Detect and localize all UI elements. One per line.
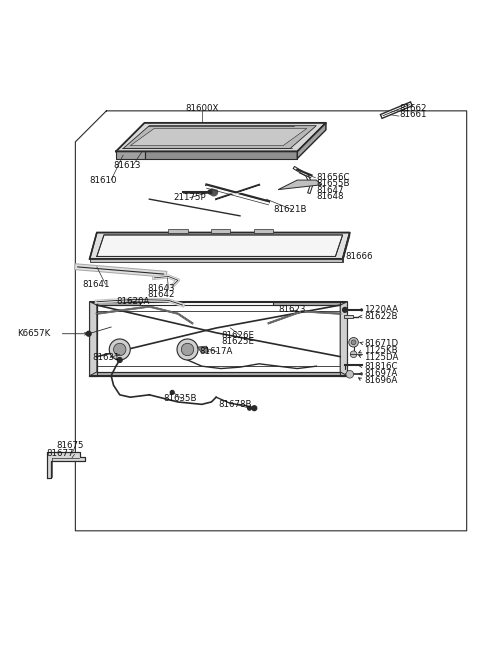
Polygon shape	[278, 180, 321, 190]
Text: 81620A: 81620A	[116, 297, 149, 306]
Circle shape	[252, 406, 257, 411]
Text: 21175P: 21175P	[173, 194, 206, 202]
Text: 81816C: 81816C	[364, 361, 397, 371]
Polygon shape	[130, 129, 307, 146]
Polygon shape	[197, 346, 209, 353]
Text: 81675: 81675	[56, 441, 84, 451]
Text: 81648: 81648	[316, 192, 344, 201]
Polygon shape	[123, 126, 316, 148]
Text: 1125DA: 1125DA	[364, 353, 398, 361]
Text: 81613: 81613	[114, 161, 141, 171]
Text: 81655B: 81655B	[316, 179, 350, 188]
Polygon shape	[90, 302, 140, 305]
Circle shape	[351, 340, 356, 344]
Circle shape	[177, 339, 198, 360]
Text: 81697A: 81697A	[364, 369, 397, 379]
Text: 81610: 81610	[90, 176, 117, 184]
Circle shape	[349, 338, 359, 347]
Circle shape	[350, 351, 357, 358]
Text: 81696A: 81696A	[364, 376, 397, 385]
Text: 81661: 81661	[400, 110, 427, 119]
Polygon shape	[90, 302, 97, 376]
Text: 81678B: 81678B	[218, 400, 252, 409]
Text: 81626E: 81626E	[221, 331, 254, 340]
Text: 81647: 81647	[316, 186, 344, 195]
Polygon shape	[47, 452, 85, 478]
Circle shape	[170, 390, 174, 394]
Circle shape	[343, 308, 348, 312]
Polygon shape	[297, 123, 326, 159]
Polygon shape	[90, 233, 350, 259]
Text: 81622B: 81622B	[364, 312, 397, 321]
Polygon shape	[116, 123, 326, 152]
Circle shape	[210, 188, 217, 195]
Polygon shape	[144, 152, 297, 159]
Polygon shape	[254, 229, 274, 233]
Circle shape	[86, 331, 91, 336]
Circle shape	[109, 339, 130, 360]
Text: 81656C: 81656C	[316, 173, 350, 182]
Text: 81635B: 81635B	[164, 394, 197, 403]
Text: 81641: 81641	[83, 279, 110, 289]
Text: 81631: 81631	[92, 353, 120, 362]
Text: 81600X: 81600X	[185, 104, 218, 113]
Circle shape	[114, 343, 126, 356]
Text: 81623: 81623	[278, 305, 306, 314]
Polygon shape	[97, 235, 343, 256]
Bar	[344, 315, 353, 318]
Text: 81642: 81642	[147, 290, 174, 299]
Text: 81666: 81666	[345, 252, 372, 261]
Text: 1220AA: 1220AA	[364, 305, 398, 314]
Polygon shape	[340, 302, 348, 376]
Polygon shape	[340, 302, 348, 376]
Text: K6657K: K6657K	[17, 329, 50, 338]
Circle shape	[181, 343, 194, 356]
Circle shape	[248, 406, 252, 410]
Text: 81662: 81662	[400, 104, 427, 113]
Circle shape	[346, 371, 354, 378]
Text: 81617A: 81617A	[199, 348, 233, 356]
Circle shape	[208, 190, 212, 194]
Polygon shape	[168, 229, 188, 233]
Polygon shape	[90, 259, 343, 262]
Polygon shape	[211, 229, 230, 233]
Text: 81625E: 81625E	[221, 337, 254, 346]
Text: 81671D: 81671D	[364, 338, 398, 348]
Text: 81621B: 81621B	[274, 205, 307, 214]
Polygon shape	[90, 372, 345, 376]
Polygon shape	[90, 302, 97, 376]
Text: 1125KB: 1125KB	[364, 346, 398, 356]
Text: 81643: 81643	[147, 284, 174, 293]
Text: 81677: 81677	[47, 449, 74, 457]
Polygon shape	[274, 302, 345, 305]
Polygon shape	[343, 233, 350, 262]
Circle shape	[117, 358, 122, 362]
Polygon shape	[116, 152, 144, 159]
